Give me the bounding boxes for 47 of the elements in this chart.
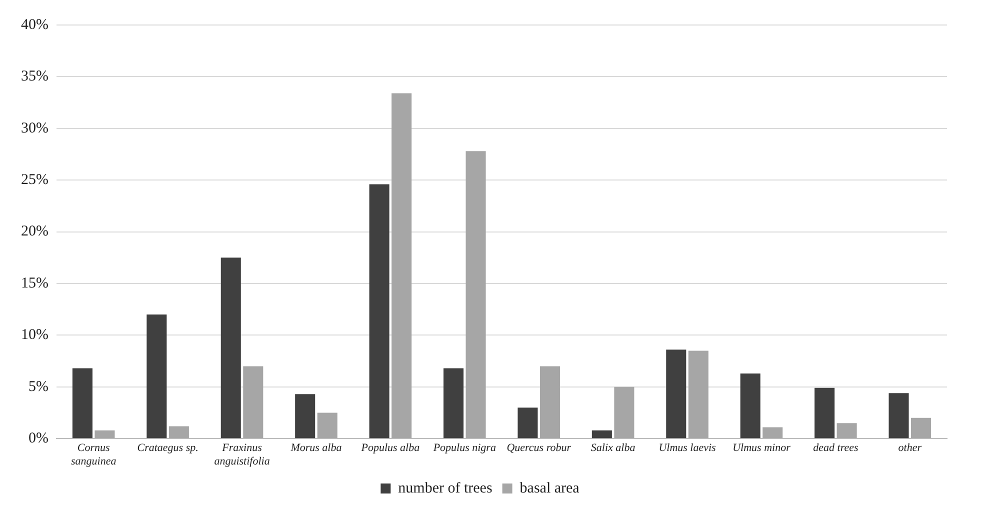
bar	[740, 373, 760, 438]
bar	[666, 350, 686, 438]
x-tick-label: other	[898, 442, 922, 454]
x-tick-label: Fraxinus anguistifolia	[214, 442, 270, 468]
y-tick-label: 10%	[20, 327, 48, 344]
bar	[888, 393, 909, 438]
legend-label: basal area	[520, 480, 580, 496]
y-tick-label: 20%	[20, 224, 48, 240]
bar	[72, 368, 92, 438]
x-tick-label: Quercus robur	[506, 442, 572, 454]
bar	[814, 388, 835, 438]
bar	[911, 418, 932, 438]
bar	[614, 386, 634, 438]
y-tick-label: 30%	[20, 120, 48, 136]
y-tick-label: 0%	[28, 430, 48, 447]
bar	[592, 430, 612, 438]
x-tick-label: Morus alba	[290, 442, 342, 454]
bar	[443, 368, 464, 438]
x-tick-label: Crataegus sp.	[137, 442, 198, 454]
x-tick-label: Ulmus minor	[732, 442, 792, 454]
bar	[762, 427, 783, 438]
y-tick-label: 15%	[20, 275, 48, 292]
x-tick-label: Cornus sanguinea	[70, 442, 117, 468]
x-tick-label: Salix alba	[590, 442, 636, 454]
x-tick-label: Ulmus laevis	[658, 442, 716, 454]
x-tick-label: dead trees	[813, 442, 858, 454]
bar	[295, 394, 316, 438]
bar	[168, 426, 189, 438]
bar	[146, 314, 167, 438]
bar	[540, 366, 560, 438]
x-tick-label: Populus alba	[360, 442, 420, 454]
bar	[688, 350, 708, 438]
bar	[466, 151, 486, 438]
y-tick-label: 40%	[20, 16, 48, 33]
bar	[518, 408, 538, 438]
y-tick-label: 25%	[20, 172, 48, 188]
y-tick-label: 35%	[20, 68, 48, 85]
bar	[392, 93, 412, 438]
bar	[836, 423, 857, 438]
x-tick-label: Populus nigra	[432, 442, 496, 454]
bar	[369, 184, 390, 438]
legend-label: number of trees	[398, 480, 492, 496]
bar	[243, 366, 264, 438]
bar	[317, 412, 338, 438]
y-tick-label: 5%	[28, 378, 48, 395]
bar	[94, 430, 115, 438]
bar	[220, 258, 241, 438]
